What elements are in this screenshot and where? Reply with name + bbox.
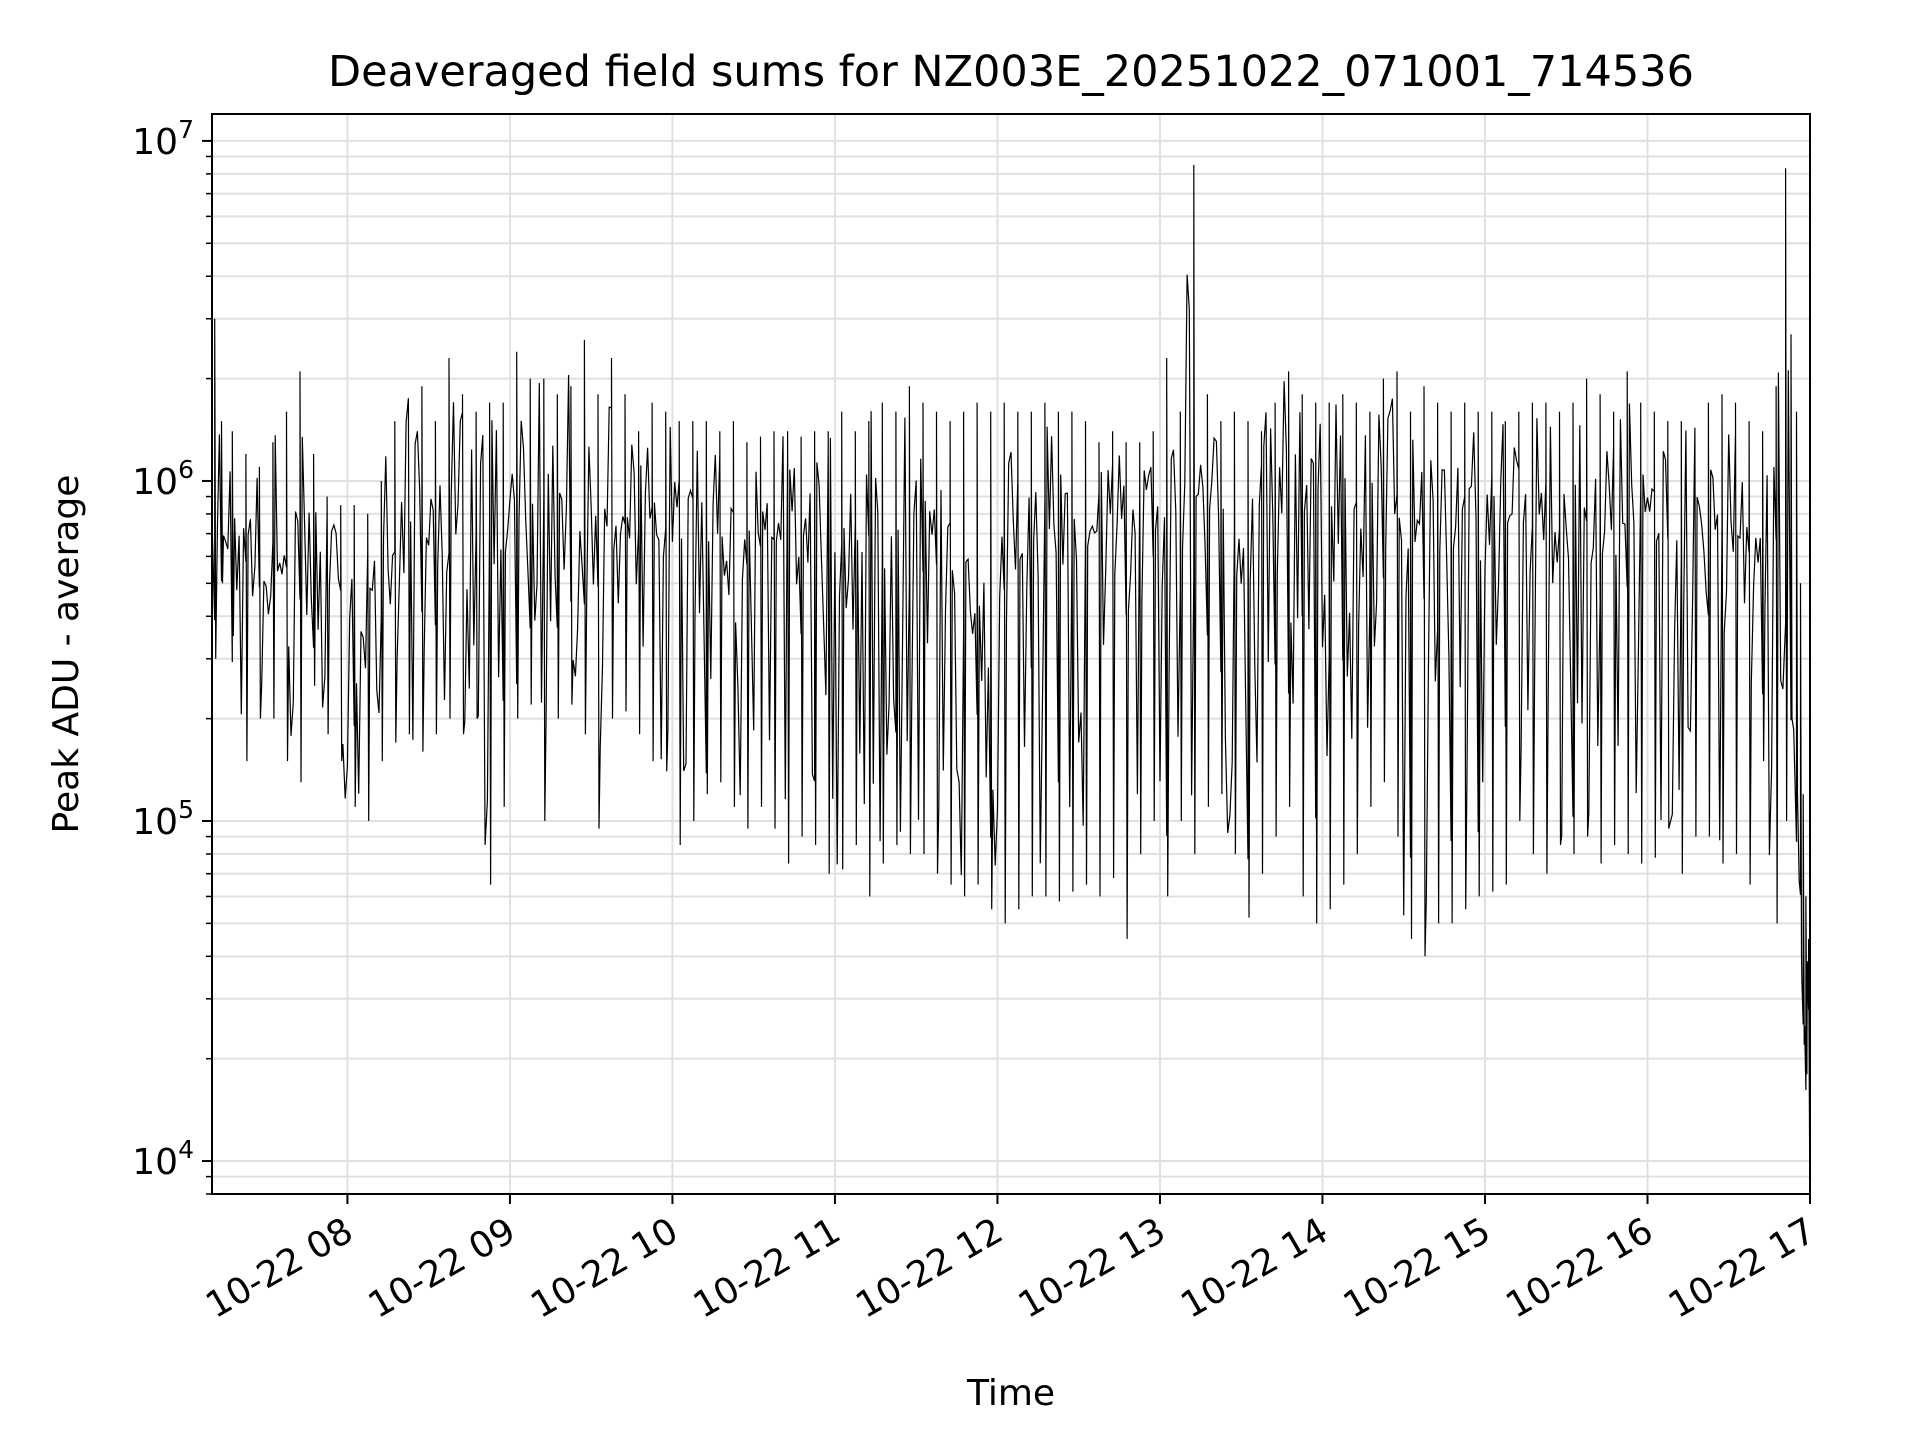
x-tick-label: 10-22 13 xyxy=(1012,1210,1173,1326)
plot-frame xyxy=(211,113,1811,1195)
y-tick-label: 104 xyxy=(132,1135,194,1183)
y-axis-label: Peak ADU - average xyxy=(46,475,87,834)
series-line xyxy=(211,164,1811,1148)
x-tick-label: 10-22 09 xyxy=(362,1210,523,1326)
x-tick-label: 10-22 12 xyxy=(849,1210,1010,1326)
series-layer xyxy=(211,164,1811,1148)
y-tick-label: 106 xyxy=(132,455,194,503)
x-tick-label: 10-22 15 xyxy=(1337,1210,1498,1326)
x-tick-label: 10-22 10 xyxy=(524,1210,685,1326)
x-axis-label: Time xyxy=(966,1373,1055,1414)
x-tick-label: 10-22 14 xyxy=(1174,1210,1335,1326)
x-tick-label: 10-22 08 xyxy=(199,1210,360,1326)
chart-title: Deaveraged field sums for NZ003E_2025102… xyxy=(328,47,1694,97)
x-tick-label: 10-22 11 xyxy=(687,1210,848,1326)
x-tick-label: 10-22 16 xyxy=(1499,1210,1660,1326)
x-tick-label: 10-22 17 xyxy=(1662,1210,1823,1326)
y-tick-label: 105 xyxy=(132,795,194,843)
y-tick-label: 107 xyxy=(132,115,194,163)
